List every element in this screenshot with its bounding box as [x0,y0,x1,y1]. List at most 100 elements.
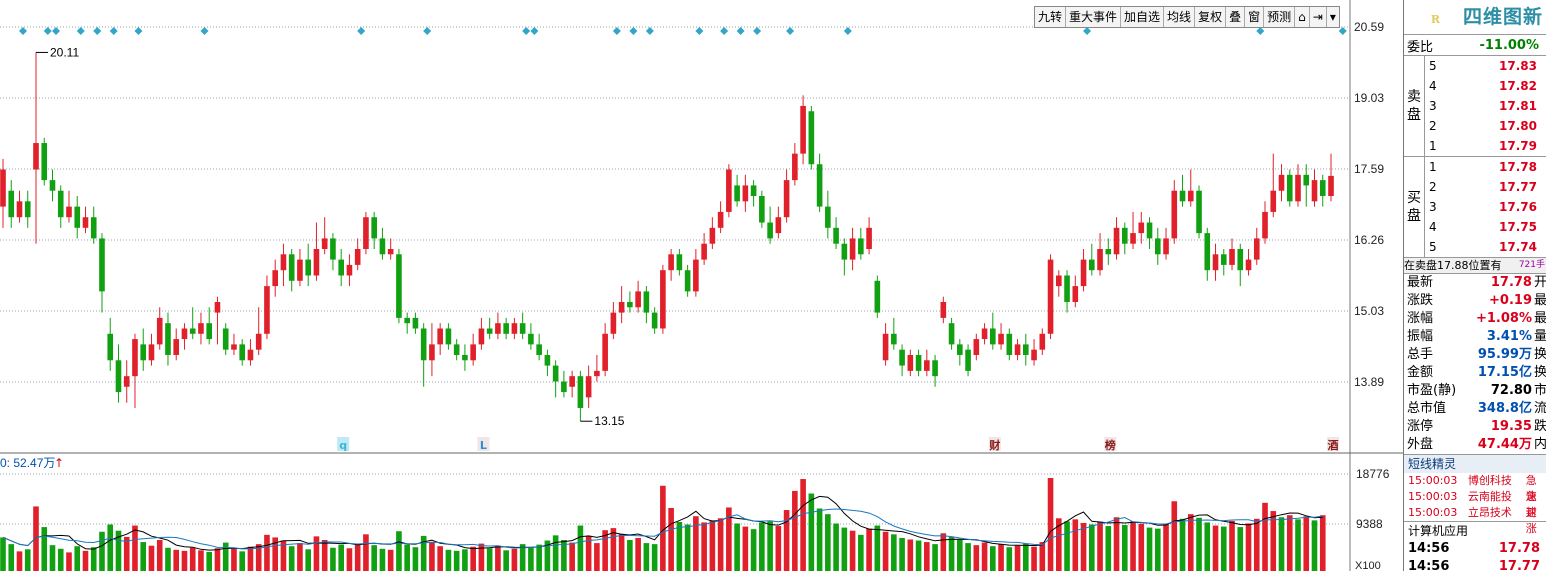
sell-level: 5 [1429,59,1437,73]
lock-icon[interactable]: ⌂ [1295,7,1310,27]
candle-down [371,217,377,239]
sell-row[interactable]: 3 17.81 [1425,96,1546,116]
buy-row[interactable]: 1 17.78 [1425,157,1546,177]
candle-up [800,105,806,154]
candle-down [396,254,402,318]
quote-row: 市盈(静) 72.80 市 [1404,382,1546,400]
volume-bar-up [973,545,980,571]
candle-up [429,344,435,361]
event-marker-bg [477,437,490,451]
tick-time: 14:56 [1408,559,1450,571]
volume-bar-up [701,522,707,571]
candle-up [792,153,798,181]
toolbar-button-forecast[interactable]: 预测 [1264,7,1296,27]
volume-unit-label: X100 [1355,560,1381,571]
candle-up [156,317,163,345]
quote-label: 涨幅 [1407,311,1434,326]
short-term-spirit-header[interactable]: 短线精灵 [1404,454,1546,473]
candle-up [264,286,270,334]
volume-bar-down [990,546,996,571]
buy-row[interactable]: 4 17.75 [1425,217,1546,237]
buy-row[interactable]: 2 17.77 [1425,177,1546,197]
candle-up [660,270,666,329]
candle-up [742,185,749,202]
candle-up [214,301,221,313]
candle-up [1245,259,1252,271]
volume-bar-down [528,547,534,571]
candle-up [775,217,782,234]
volume-bar-down [453,550,460,571]
event-marker-label: 榜 [1105,438,1116,452]
toolbar-button-ma[interactable]: 均线 [1164,7,1196,27]
sector-label[interactable]: 计算机应用 [1404,521,1546,540]
toolbar-button-jiuzhuan[interactable]: 九转 [1035,7,1067,27]
buy-book: 买 盘 1 17.78 2 17.77 3 17.76 4 17.75 5 17.74 [1404,156,1546,257]
volume-bar-up [511,548,518,571]
candle-down [1237,249,1244,271]
volume-bar-up [66,552,72,571]
toolbar-button-add-watchlist[interactable]: 加自选 [1121,7,1165,27]
candle-down [1196,190,1202,234]
toolbar-button-window[interactable]: 窗 [1245,7,1265,27]
volume-bar-up [272,537,279,571]
volume-bar-down [858,534,864,571]
sell-price: 17.81 [1499,99,1537,113]
toolbar-button-overlay[interactable]: 叠 [1226,7,1246,27]
volume-bar-down [503,550,509,571]
quote-value: 17.15亿 [1477,365,1532,380]
volume-bar-down [330,547,336,571]
quote-tail-label: 换 [1533,365,1546,380]
buy-level: 3 [1429,200,1437,214]
volume-bar-up [924,542,930,571]
weibi-label: 委比 [1407,39,1434,55]
volume-bar-up [866,528,872,571]
volume-bar-up [726,507,732,571]
candle-up [33,143,39,170]
candle-up [1253,238,1260,260]
high-price-label: 20.11 [50,45,79,59]
volume-bar-up [33,506,39,571]
volume-bar-down [577,525,584,571]
volume-bar-up [148,545,155,571]
candle-down [165,323,171,355]
sell-row[interactable]: 4 17.82 [1425,76,1546,96]
volume-bar-down [24,549,31,571]
candle-down [643,291,650,313]
candle-up [313,249,320,276]
buy-row[interactable]: 5 17.74 [1425,237,1546,257]
volume-bar-up [635,537,641,571]
spirit-row[interactable]: 15:00:03 云南能投 急速 [1404,489,1546,519]
tick-row: 14:56 17.77 [1404,558,1546,571]
volume-bar-down [544,540,551,571]
sell-price: 17.83 [1499,59,1537,73]
toolbar-button-events[interactable]: 重大事件 [1066,7,1122,27]
candle-down [222,328,229,350]
buy-row[interactable]: 3 17.76 [1425,197,1546,217]
candle-up [635,291,641,308]
candle-up [940,301,947,318]
candle-down [627,301,633,308]
candle-down [24,201,31,218]
quote-value: 348.8亿 [1477,401,1532,416]
event-diamond-icon [753,27,762,35]
candle-down [90,217,97,239]
dropdown-icon[interactable]: ▾ [1329,10,1336,24]
volume-bar-up [1245,523,1252,571]
spirit-row[interactable]: 15:00:03 博创科技 急速 [1404,473,1546,503]
volume-ma10-line [2,508,1323,550]
volume-bar-down [816,508,823,571]
volume-bar-down [420,535,427,571]
candle-up [478,328,485,345]
kline-chart[interactable]: 20.59 19.03 17.59 16.26 15.03 13.89 18776 9388 X… [0,0,1403,571]
toolbar-button-adjust[interactable]: 复权 [1195,7,1227,27]
quote-value: 19.35 [1490,419,1532,434]
sell-row[interactable]: 5 17.83 [1425,56,1546,76]
sell-row[interactable]: 1 17.79 [1425,136,1546,156]
volume-bar-down [115,530,122,571]
volume-bar-up [363,534,369,571]
expand-icon[interactable]: ⇥ [1310,7,1327,27]
candle-down [684,270,691,292]
sell-row[interactable]: 2 17.80 [1425,116,1546,136]
spirit-row[interactable]: 15:00:03 立昂技术 封涨 [1404,505,1546,535]
spirit-time: 15:00:03 [1408,490,1458,503]
